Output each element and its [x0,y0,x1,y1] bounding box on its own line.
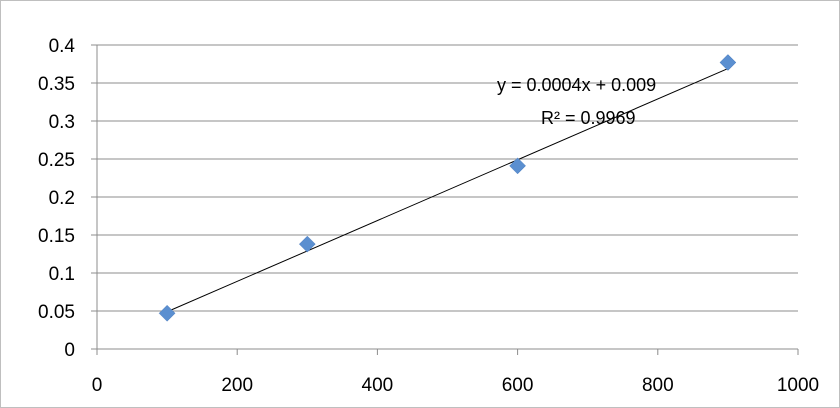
trendline-layer [166,68,729,313]
y-tick-label: 0.3 [49,112,75,133]
x-tick-label: 400 [362,375,394,396]
y-tick-label: 0.2 [49,188,75,209]
trendline-r2-label: R² = 0.9969 [541,108,636,128]
x-tick-label: 0 [92,375,103,396]
y-axis-tick-labels: 0 0.05 0.1 0.15 0.2 0.25 0.3 0.35 0.4 [38,36,75,361]
y-tick-label: 0.35 [38,74,75,95]
axes [91,44,799,355]
y-tick-label: 0.15 [38,226,75,247]
data-point [719,54,737,71]
data-point [509,157,526,175]
y-tick-label: 0.1 [49,264,75,285]
data-points [158,54,737,322]
gridlines [97,44,798,312]
y-tick-label: 0 [64,340,75,361]
x-tick-label: 1000 [777,375,819,396]
data-point [158,304,176,322]
data-point [298,235,316,253]
y-tick-label: 0.25 [38,150,75,171]
x-tick-label: 800 [642,375,674,396]
trendline-annotations: y = 0.0004x + 0.009 R² = 0.9969 [497,75,656,128]
x-tick-label: 600 [502,375,534,396]
y-tick-label: 0.4 [49,36,76,57]
x-tick-label: 200 [221,375,253,396]
y-tick-label: 0.05 [38,302,75,323]
trendline-equation-label: y = 0.0004x + 0.009 [497,75,656,95]
x-axis-tick-labels: 0 200 400 600 800 1000 [92,375,819,396]
trendline [166,68,729,313]
